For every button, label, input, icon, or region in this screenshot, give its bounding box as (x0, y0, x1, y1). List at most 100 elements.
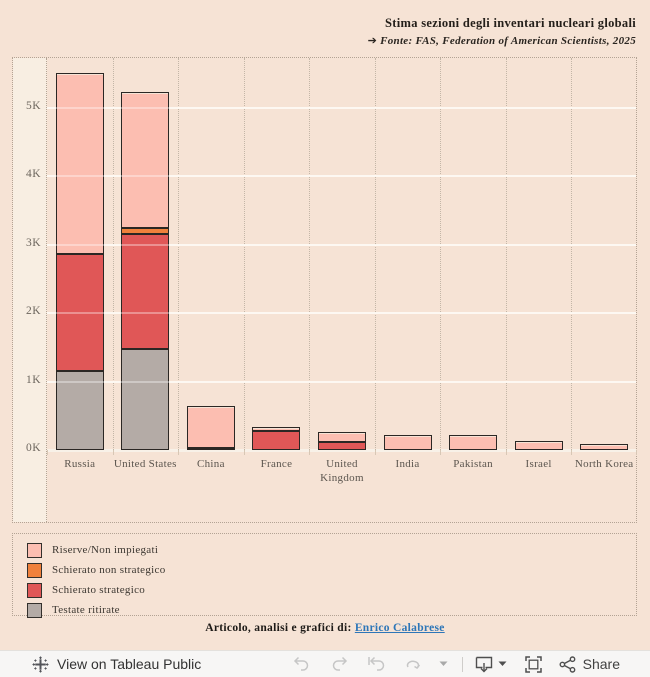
undo-button[interactable] (284, 651, 321, 677)
legend-item: Riserve/Non impiegati (27, 540, 636, 560)
x-axis-category-label: China (196, 458, 225, 470)
x-axis-tick (374, 450, 376, 455)
bar-segment[interactable] (56, 370, 103, 449)
column-separator (309, 58, 311, 450)
x-axis-category-label: North Korea (574, 458, 634, 470)
bar-segment[interactable] (319, 433, 365, 441)
download-icon (475, 656, 493, 673)
bar-segment[interactable] (384, 436, 431, 449)
chart-source-text: Fonte: FAS, Federation of American Scien… (380, 35, 636, 47)
refresh-caret-button[interactable] (432, 651, 456, 677)
bar-segment[interactable] (122, 226, 169, 234)
download-caret-icon (498, 661, 507, 667)
bar-segment[interactable] (56, 75, 103, 253)
bar-segment[interactable] (515, 442, 562, 449)
share-button[interactable]: Share (559, 655, 620, 673)
gridline (47, 312, 636, 314)
bar-segment[interactable] (450, 437, 497, 449)
stacked-bar[interactable] (252, 427, 301, 450)
bar-segment[interactable] (122, 347, 169, 449)
gridline-overlay (47, 312, 636, 314)
gridline (47, 243, 636, 246)
legend-swatch (27, 542, 42, 558)
revert-button[interactable] (358, 651, 395, 677)
footer-credit-text: Articolo, analisi e grafici di: (205, 622, 352, 634)
x-axis-tick (112, 450, 114, 455)
stacked-bar[interactable] (580, 443, 629, 450)
download-button[interactable] (469, 651, 513, 677)
x-axis-category-label: France (260, 458, 293, 470)
chart-header: Stima sezioni degli inventari nucleari g… (368, 16, 636, 47)
column-separator (440, 58, 442, 450)
share-label: Share (582, 656, 620, 672)
legend-item: Schierato strategico (27, 580, 636, 600)
tableau-toolbar: View on Tableau Public (0, 650, 650, 677)
gridline-overlay (47, 175, 636, 177)
y-axis-strip: 0K 1K 2K 3K 4K 5K (13, 58, 47, 522)
bar-segment[interactable] (581, 445, 628, 449)
refresh-button[interactable] (395, 651, 432, 677)
caret-down-icon (439, 661, 448, 667)
stacked-bar[interactable] (449, 435, 498, 450)
legend-swatch (27, 582, 42, 598)
bar-segment[interactable] (122, 94, 169, 227)
y-axis-label: 4K (25, 168, 41, 180)
stacked-bar[interactable] (186, 405, 235, 450)
view-on-tableau-public-label: View on Tableau Public (57, 656, 202, 672)
x-axis-tick (309, 450, 311, 455)
column-separator (178, 58, 180, 450)
bar-segment[interactable] (253, 429, 300, 430)
gridline-overlay (47, 243, 636, 246)
stacked-bar[interactable] (318, 431, 366, 450)
stacked-bar[interactable] (121, 92, 170, 450)
legend-item: Testate ritirate (27, 600, 636, 620)
x-axis-tick (636, 450, 637, 455)
stacked-bar[interactable] (383, 434, 432, 450)
x-axis-category-label: Pakistan (453, 458, 493, 470)
chart-title: Stima sezioni degli inventari nucleari g… (385, 16, 636, 30)
toolbar-icon-group: Share (284, 651, 620, 677)
legend-label: Schierato non strategico (52, 564, 166, 576)
view-on-tableau-public-button[interactable]: View on Tableau Public (32, 656, 201, 673)
plot-area: Russia United States China France United Kin… (47, 58, 637, 484)
x-axis-line (47, 449, 636, 452)
x-axis-tick (243, 450, 245, 455)
redo-button[interactable] (321, 651, 358, 677)
legend-swatch (27, 602, 42, 618)
tableau-logo-icon (32, 656, 49, 673)
author-link[interactable]: Enrico Calabrese (354, 622, 445, 634)
stacked-bar[interactable] (514, 440, 563, 450)
x-axis-category-label: Russia (64, 458, 96, 470)
bar-segment[interactable] (187, 447, 234, 449)
column-separator (571, 58, 573, 450)
toolbar-divider (461, 656, 463, 672)
gridline-overlay (47, 106, 636, 109)
x-axis-tick (178, 450, 180, 455)
stacked-bar[interactable] (55, 73, 104, 450)
redo-icon (330, 656, 348, 672)
y-axis-label: 0K (25, 442, 41, 454)
gridline-overlay (47, 380, 636, 383)
bar-segment[interactable] (122, 233, 169, 348)
undo-icon (293, 656, 311, 672)
bar-segment[interactable] (187, 407, 234, 448)
arrow-icon: ➔ (367, 35, 378, 47)
column-separator (112, 58, 114, 450)
fullscreen-icon (525, 655, 542, 673)
y-axis-label: 1K (25, 373, 41, 386)
x-axis-tick (505, 450, 507, 455)
x-axis-tick (571, 450, 573, 455)
bar-segment[interactable] (56, 252, 103, 371)
footer-credit: Articolo, analisi e grafici di: Enrico C… (0, 622, 650, 634)
x-axis-tick (440, 450, 442, 455)
legend-swatch (27, 562, 42, 578)
bar-segment[interactable] (319, 440, 365, 449)
bar-segment[interactable] (253, 429, 300, 449)
fullscreen-button[interactable] (513, 651, 555, 677)
refresh-icon (403, 657, 423, 671)
y-axis-label: 3K (25, 236, 41, 249)
column-separator (505, 58, 507, 450)
gridline (47, 106, 636, 109)
legend-item: Schierato non strategico (27, 560, 636, 580)
x-axis-tick (47, 450, 48, 455)
